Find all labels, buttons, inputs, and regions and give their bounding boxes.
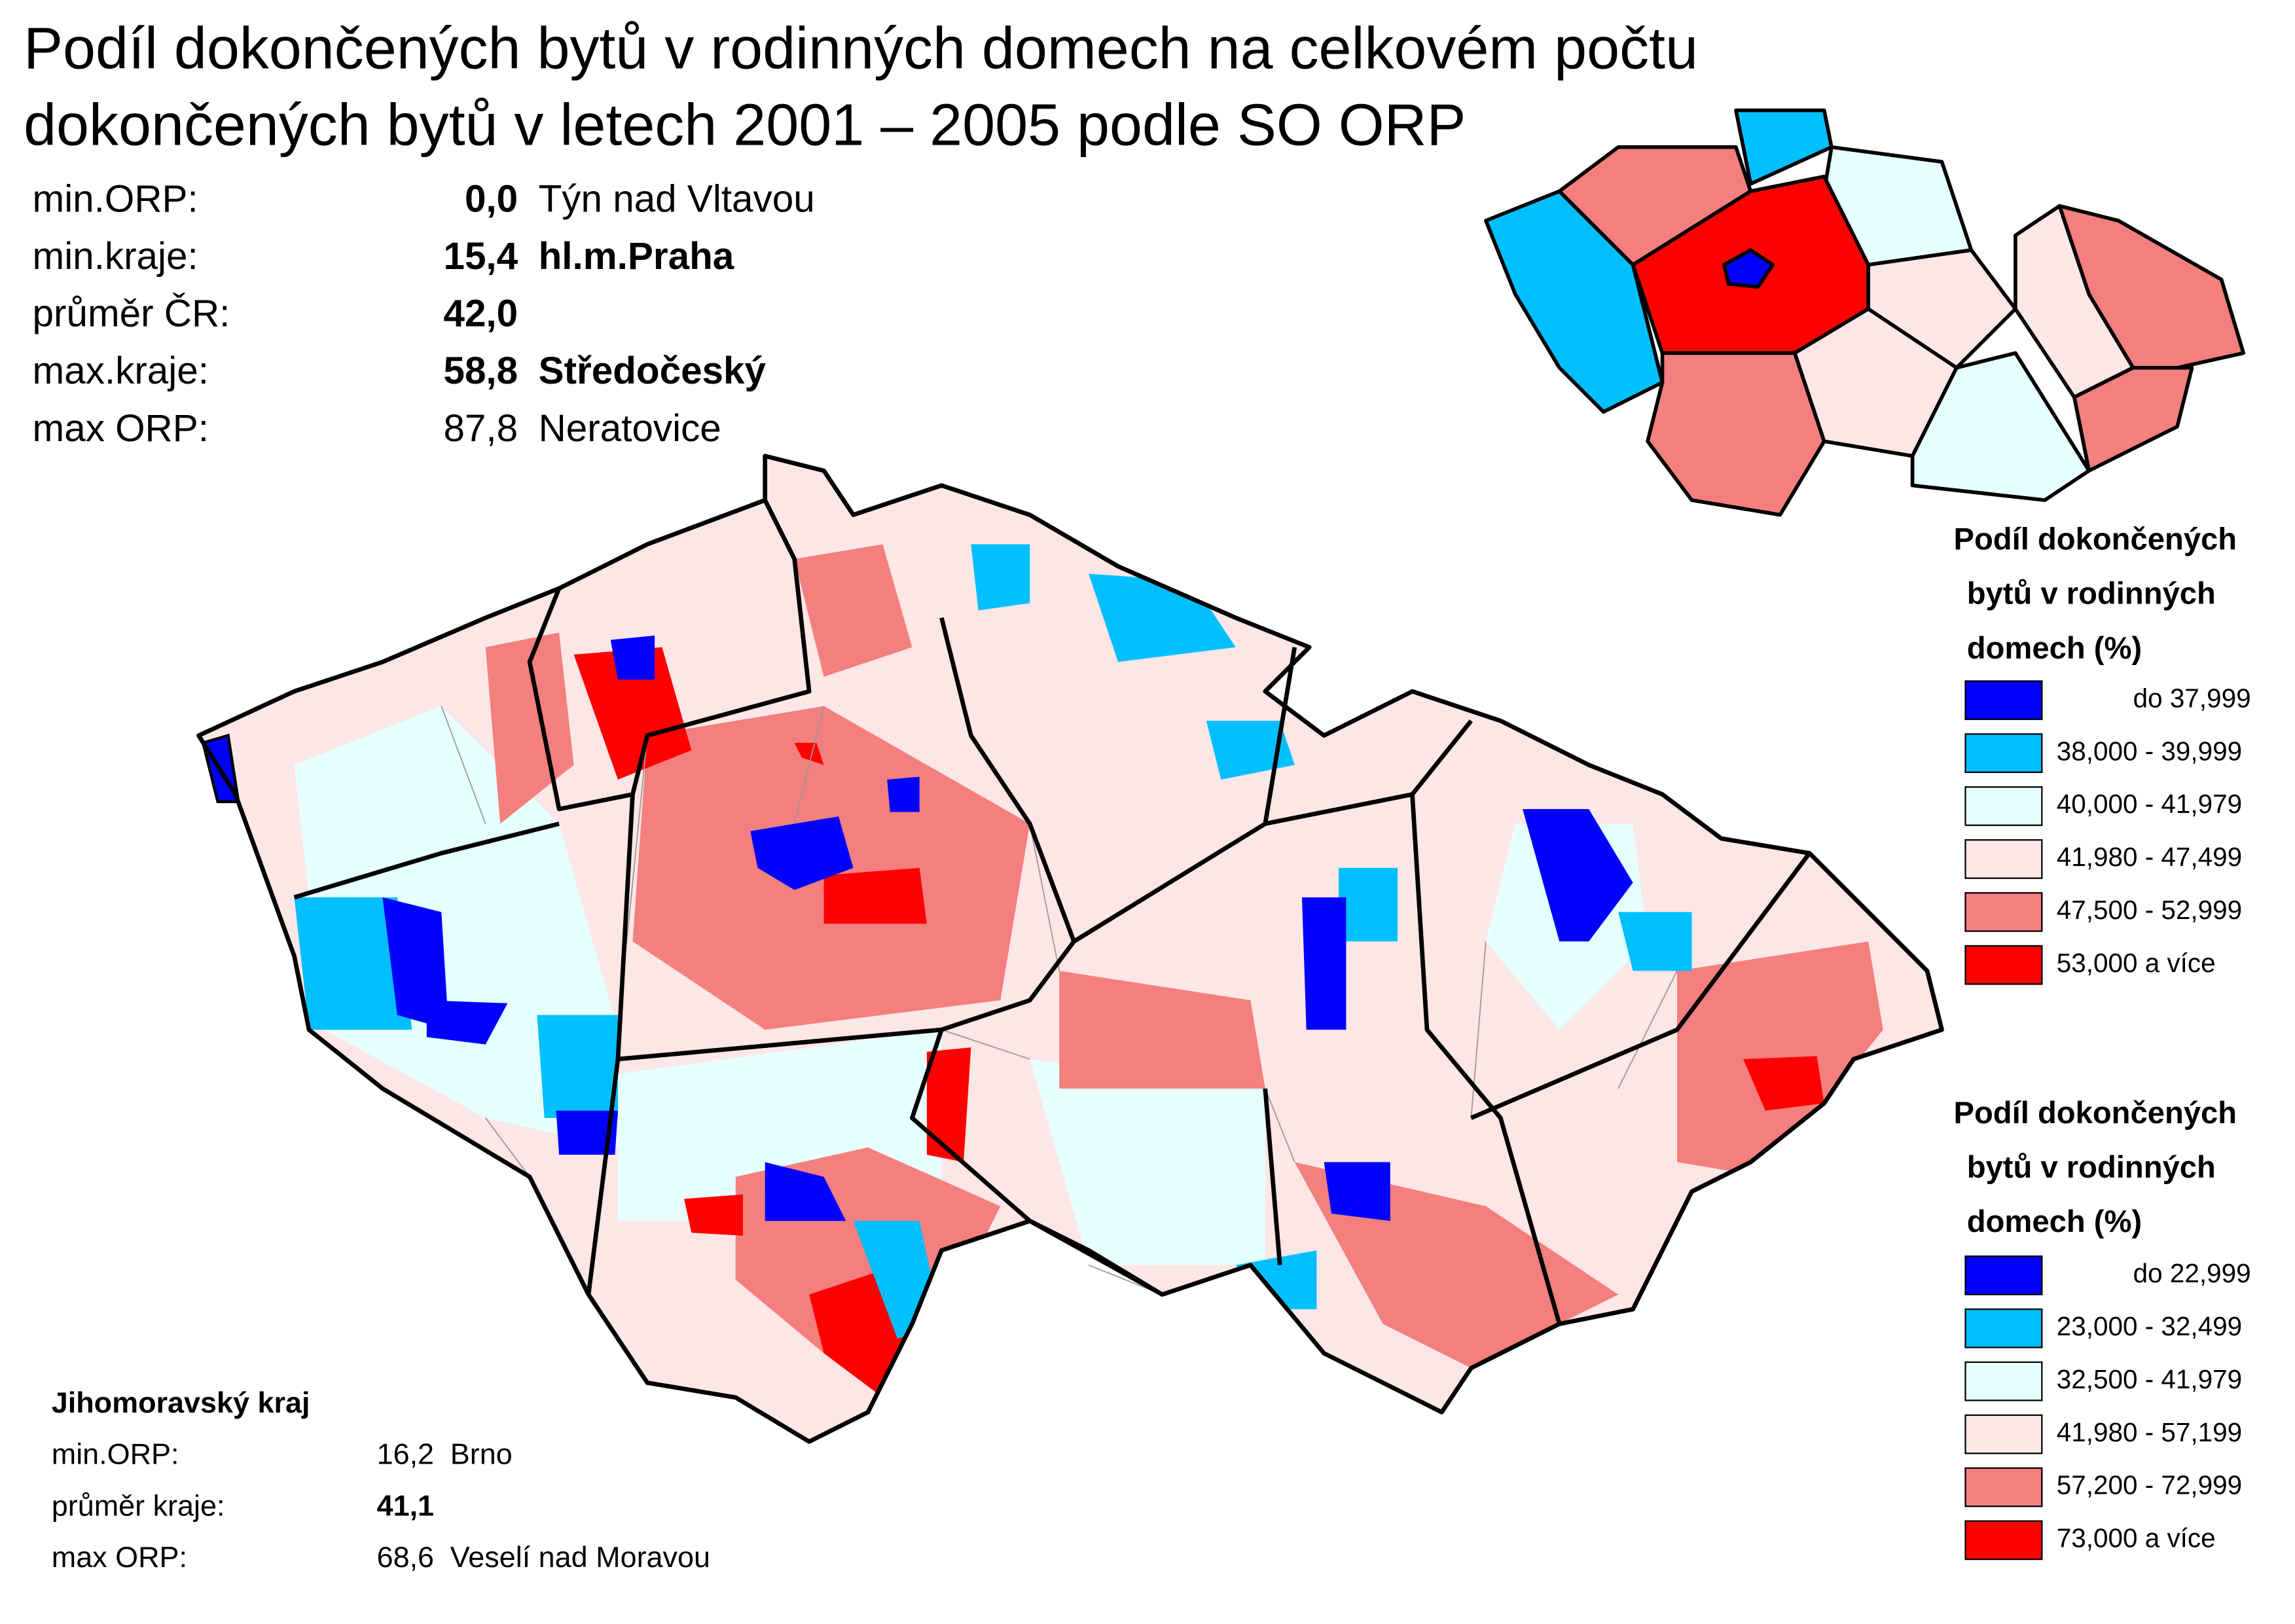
- stat-label: min.ORP:: [33, 177, 198, 220]
- region-shape: [750, 816, 854, 890]
- region-shape: [426, 1000, 508, 1045]
- stat-name: Neratovice: [539, 407, 721, 450]
- region-shape: [794, 544, 913, 677]
- title-line: dokončených bytů v letech 2001 – 2005 po…: [24, 93, 1466, 158]
- legend-label: do 22,999: [2133, 1258, 2251, 1288]
- orp-map: [196, 454, 1944, 1444]
- stat-label: průměr ČR:: [33, 293, 230, 335]
- legend-label: 57,200 - 72,999: [2057, 1470, 2242, 1500]
- region-shape: [1339, 867, 1398, 942]
- stat-value: 42,0: [443, 293, 518, 335]
- region-shape: [1206, 721, 1295, 780]
- title-line: Podíl dokončených bytů v rodinných domec…: [24, 16, 1698, 82]
- legend-swatch: [1964, 786, 2043, 826]
- region-shape: [573, 647, 692, 780]
- legend-swatch: [1964, 1520, 2043, 1561]
- region-name: Brno: [450, 1437, 513, 1471]
- region-shape: [294, 706, 618, 1147]
- region-shape: [1743, 1056, 1824, 1111]
- region-shape: [1059, 971, 1265, 1089]
- region-shape: [537, 1015, 618, 1118]
- region-shape: [971, 544, 1030, 611]
- legend: Podíl dokončených bytů v rodinných domec…: [1954, 1096, 2251, 1561]
- region-shape: [1301, 897, 1346, 1030]
- legend-swatch: [1964, 733, 2043, 773]
- legend-swatch: [1964, 945, 2043, 985]
- stat-label: max ORP:: [33, 407, 209, 450]
- region-title: Jihomoravský kraj: [52, 1386, 310, 1419]
- region-borders: [293, 499, 1811, 1325]
- legend-swatch: [1964, 1414, 2043, 1454]
- region-label: min.ORP:: [52, 1437, 179, 1471]
- region-shape: [610, 635, 655, 680]
- region-shape: [1523, 809, 1633, 942]
- legend-label: 53,000 a více: [2057, 948, 2216, 978]
- legend-swatch: [1964, 892, 2043, 932]
- region-shape: [1734, 108, 1834, 186]
- legend-label: 41,980 - 57,199: [2057, 1417, 2242, 1447]
- region-shape: [2072, 366, 2194, 473]
- region-shape: [2057, 204, 2246, 370]
- legend-label: 32,500 - 41,979: [2057, 1364, 2242, 1394]
- legend-title: domech (%): [1967, 1204, 2142, 1239]
- inset-map: [1484, 108, 2246, 517]
- region-shape: [294, 897, 412, 1030]
- region-label: průměr kraje:: [52, 1489, 225, 1522]
- region-shape: [926, 1047, 971, 1163]
- legend-label: 23,000 - 32,499: [2057, 1311, 2242, 1341]
- region-value: 68,6: [377, 1540, 434, 1574]
- legend-swatch: [1964, 1255, 2043, 1295]
- legend-label: 40,000 - 41,979: [2057, 789, 2242, 819]
- legend-swatch: [1964, 839, 2043, 879]
- stat-name: Týn nad Vltavou: [539, 177, 815, 220]
- legend-swatch: [1964, 1467, 2043, 1507]
- stat-value: 15,4: [443, 235, 518, 278]
- legend-label: 73,000 a více: [2057, 1523, 2216, 1553]
- region-shape: [1722, 248, 1775, 289]
- region-shape: [765, 1162, 846, 1221]
- legend-swatch: [1964, 680, 2043, 721]
- region-value: 16,2: [377, 1437, 434, 1471]
- stat-value: 87,8: [443, 407, 518, 450]
- legend-swatch: [1964, 1308, 2043, 1348]
- region-shape: [1557, 145, 1753, 267]
- legend-label: 47,500 - 52,999: [2057, 895, 2242, 925]
- legend: Podíl dokončených bytů v rodinných domec…: [1954, 522, 2251, 985]
- stat-value: 0,0: [465, 177, 518, 220]
- legend-label: do 37,999: [2133, 683, 2251, 713]
- region-shape: [556, 1110, 618, 1155]
- region-shape: [794, 742, 824, 765]
- region-box: Jihomoravský kraj min.ORP: 16,2 Brno prů…: [52, 1386, 710, 1574]
- country-border: [196, 454, 1944, 1444]
- legend-title: bytů v rodinných: [1967, 577, 2216, 611]
- region-shape: [823, 867, 927, 924]
- legend-title: domech (%): [1967, 631, 2142, 666]
- orp-borders: [441, 706, 1678, 1295]
- stat-label: max.kraje:: [33, 350, 209, 392]
- region-shape: [1324, 1162, 1390, 1221]
- region-shape: [887, 776, 920, 812]
- summary: min.ORP: 0,0 Týn nad Vltavou min.kraje: …: [33, 177, 815, 450]
- stat-name: Středočeský: [539, 350, 767, 392]
- region-shape: [684, 1194, 743, 1236]
- stat-value: 58,8: [443, 350, 518, 392]
- legend-swatch: [1964, 1361, 2043, 1401]
- stat-label: min.kraje:: [33, 235, 198, 278]
- region-label: max ORP:: [52, 1540, 187, 1574]
- region-shape: [1618, 912, 1692, 971]
- legend-title: bytů v rodinných: [1967, 1150, 2216, 1185]
- region-name: Veselí nad Moravou: [450, 1540, 710, 1574]
- stat-name: hl.m.Praha: [539, 235, 734, 278]
- region-shape: [382, 897, 449, 1030]
- region-value: 41,1: [377, 1489, 434, 1522]
- legend-label: 41,980 - 47,499: [2057, 842, 2242, 872]
- legend-title: Podíl dokončených: [1954, 522, 2237, 556]
- legend-title: Podíl dokončených: [1954, 1096, 2237, 1130]
- region-shape: [1646, 351, 1826, 517]
- legend-label: 38,000 - 39,999: [2057, 736, 2242, 766]
- region-shape: [1030, 1059, 1265, 1265]
